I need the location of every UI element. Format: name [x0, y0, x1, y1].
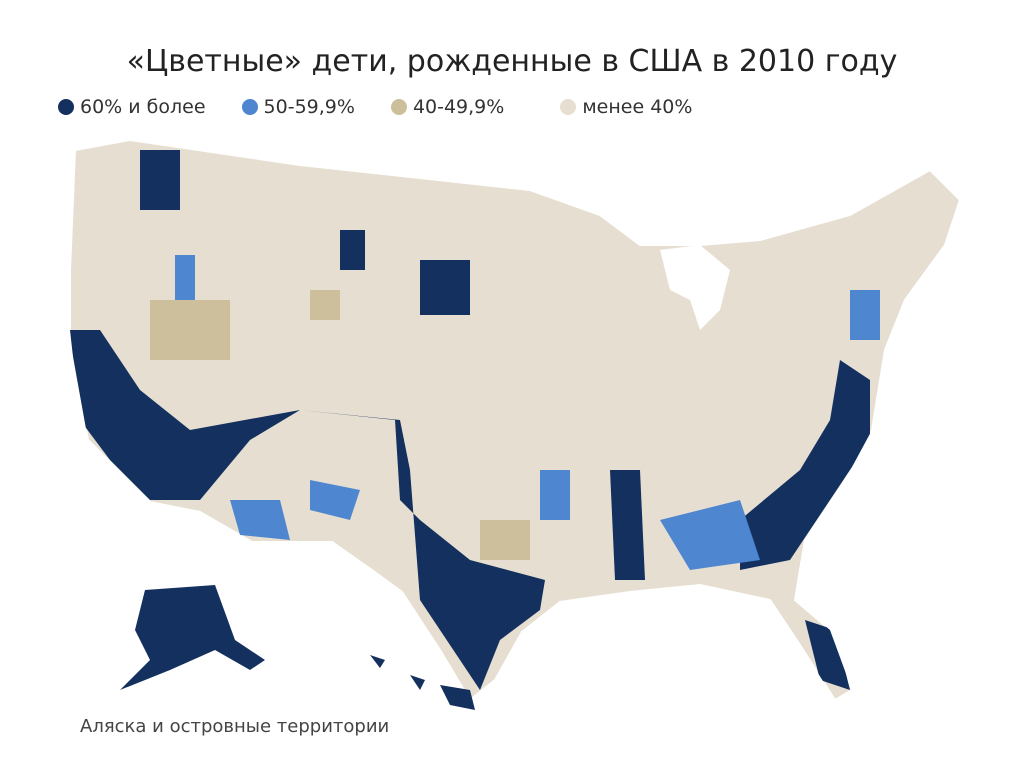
region-southeast-60plus: [740, 360, 870, 570]
hawaii: [370, 655, 475, 710]
county-cluster: [140, 150, 180, 210]
region-delta-60plus: [610, 470, 645, 580]
county-cluster: [850, 290, 880, 340]
county-cluster: [310, 290, 340, 320]
legend: 60% и более 50-59,9% 40-49,9% менее 40%: [58, 96, 728, 118]
legend-item-under-40: менее 40%: [560, 96, 692, 118]
county-cluster: [175, 255, 195, 305]
legend-label: 60% и более: [80, 96, 206, 118]
region-southwest-60plus: [70, 330, 545, 690]
county-cluster: [540, 470, 570, 520]
region-southeast-50-59: [660, 500, 760, 570]
great-lakes: [660, 245, 730, 330]
county-cluster: [340, 230, 365, 270]
county-cluster: [150, 300, 230, 360]
legend-item-40-49: 40-49,9%: [390, 96, 505, 118]
legend-label: менее 40%: [582, 96, 693, 118]
legend-label: 40-49,9%: [412, 96, 505, 118]
legend-swatch: [241, 99, 258, 115]
county-cluster: [480, 520, 530, 560]
legend-swatch: [390, 99, 407, 115]
map-caption: Аляска и островные территории: [80, 716, 390, 737]
region-florida-60plus: [805, 620, 850, 690]
legend-swatch: [560, 99, 577, 115]
legend-item-60-plus: 60% и более: [58, 96, 206, 118]
map-title: «Цветные» дети, рожденные в США в 2010 г…: [126, 44, 898, 79]
alaska: [120, 585, 265, 690]
county-cluster: [420, 260, 470, 315]
legend-item-50-59: 50-59,9%: [241, 96, 355, 118]
legend-label: 50-59,9%: [263, 96, 355, 118]
region-southwest-50-59: [230, 480, 360, 540]
legend-swatch: [58, 99, 74, 115]
